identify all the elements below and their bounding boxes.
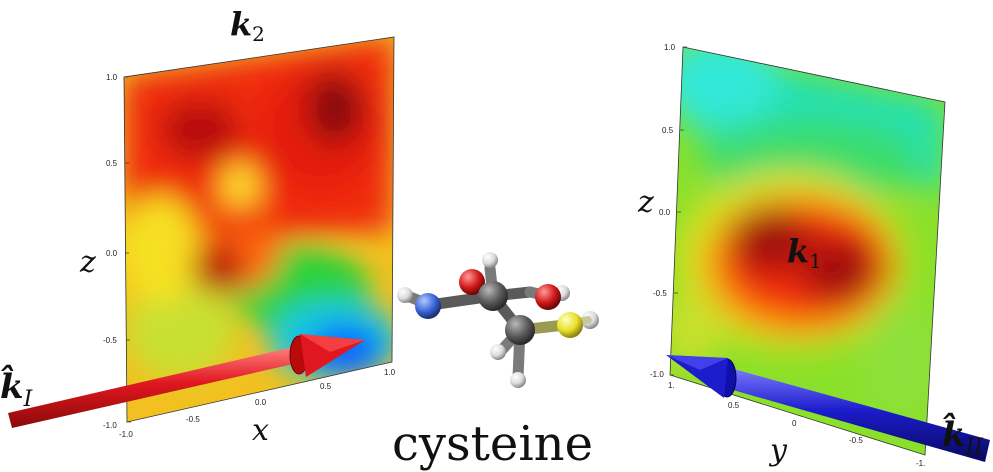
left-heatmap-panel [123, 36, 395, 423]
left-z-tick-marks [124, 76, 131, 423]
left-x-tick: 0.0 [255, 398, 267, 407]
right-y-tick: 0.5 [728, 401, 740, 410]
right-center-label: k1 [787, 232, 822, 273]
right-y-tick: -1. [916, 459, 925, 468]
molecule-name: cysteine [392, 416, 593, 472]
left-z-tick: -1.0 [103, 421, 117, 430]
left-panel-title: k2 [230, 5, 265, 46]
right-z-tick: -0.5 [653, 289, 667, 298]
left-x-tick: 1.0 [384, 368, 396, 377]
right-z-axis-label: z [637, 185, 654, 220]
right-y-tick: -0.5 [849, 436, 863, 445]
cysteine-molecule [397, 252, 599, 388]
beam-kI-arrow [8, 334, 365, 428]
left-z-tick: 1.0 [106, 73, 118, 82]
right-z-tick: 1.0 [664, 43, 676, 52]
beam-kII-label: k̂II [942, 413, 984, 460]
beam-kII-arrow [666, 355, 990, 462]
right-y-axis-label: y [768, 433, 788, 468]
left-z-axis-label: z [79, 245, 96, 280]
right-z-tick-marks [670, 46, 687, 376]
left-x-tick: -1.0 [119, 430, 133, 439]
left-x-tick: -0.5 [186, 415, 200, 424]
left-x-axis-label: x [252, 413, 269, 448]
right-z-tick: 0.5 [662, 126, 674, 135]
left-x-tick: 0.5 [320, 382, 332, 391]
right-y-tick: 0 [792, 419, 797, 428]
right-y-tick: 1. [668, 381, 675, 390]
left-z-tick: 0.5 [106, 159, 118, 168]
left-z-tick: -0.5 [103, 336, 117, 345]
beam-kI-label: k̂I [0, 365, 34, 412]
right-z-tick: -1.0 [650, 370, 664, 379]
right-z-tick: 0.0 [659, 208, 671, 217]
left-z-tick: 0.0 [106, 249, 118, 258]
